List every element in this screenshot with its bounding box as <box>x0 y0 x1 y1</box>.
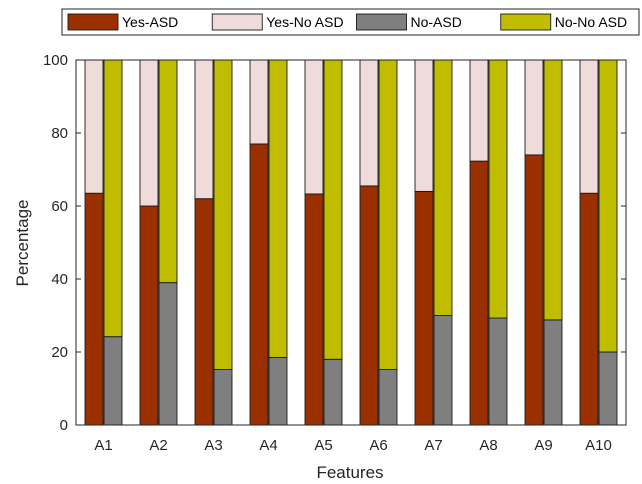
bar-no-asd-a7 <box>433 315 453 426</box>
bar-yes-asd-a9 <box>524 154 544 426</box>
x-tick-label-a6: A6 <box>369 437 387 454</box>
bar-yes-asd-a10 <box>579 192 599 426</box>
bar-yes-no-asd-a6 <box>359 59 379 187</box>
bar-no-asd-a6 <box>378 369 398 426</box>
bar-yes-asd-a4 <box>249 143 269 426</box>
bar-yes-asd-a6 <box>359 185 379 426</box>
y-tick-label: 0 <box>60 417 68 434</box>
bar-no-no-asd-a4 <box>268 59 288 358</box>
bar-no-asd-a9 <box>543 319 563 426</box>
plot-frame <box>75 59 627 426</box>
legend-label-no-asd: No-ASD <box>411 14 462 30</box>
x-tick-label-a2: A2 <box>149 437 167 454</box>
y-tick-label: 80 <box>51 125 68 142</box>
bar-yes-no-asd-a3 <box>194 59 214 200</box>
bar-yes-asd-a2 <box>139 205 159 426</box>
bar-yes-asd-a8 <box>469 160 489 426</box>
bar-no-no-asd-a9 <box>543 59 563 321</box>
bar-no-asd-a3 <box>213 369 233 426</box>
legend: Yes-ASD Yes-No ASD No-ASD No-No ASD <box>61 8 640 36</box>
bar-no-no-asd-a6 <box>378 59 398 370</box>
x-tick-label-a3: A3 <box>204 437 222 454</box>
bars <box>84 59 618 426</box>
bar-yes-no-asd-a4 <box>249 59 269 145</box>
x-tick-label-a1: A1 <box>94 437 112 454</box>
bar-no-no-asd-a3 <box>213 59 233 370</box>
legend-label-no-no-asd: No-No ASD <box>555 14 627 30</box>
y-tick-label: 20 <box>51 344 68 361</box>
bar-yes-no-asd-a9 <box>524 59 544 156</box>
legend-swatch-no-no-asd <box>500 13 552 31</box>
bar-no-asd-a8 <box>488 317 508 426</box>
x-tick-label-a4: A4 <box>259 437 277 454</box>
bar-yes-asd-a7 <box>414 190 434 426</box>
x-tick-label-a9: A9 <box>534 437 552 454</box>
bar-yes-no-asd-a2 <box>139 59 159 207</box>
bar-yes-no-asd-a1 <box>84 59 104 194</box>
bar-no-no-asd-a2 <box>158 59 178 284</box>
x-axis-label: Features <box>316 463 383 482</box>
legend-label-yes-asd: Yes-ASD <box>122 14 178 30</box>
bar-no-no-asd-a10 <box>598 59 618 353</box>
y-tick-label: 40 <box>51 271 68 288</box>
bar-no-asd-a10 <box>598 351 618 426</box>
bar-no-no-asd-a1 <box>103 59 123 338</box>
bar-yes-no-asd-a5 <box>304 59 324 195</box>
bar-yes-asd-a5 <box>304 193 324 426</box>
bar-no-asd-a4 <box>268 357 288 426</box>
y-tick-label: 100 <box>43 52 68 69</box>
axes: 0 20 40 60 80 100 A1 A2 A3 A4 A5 A6 A7 A8 A9 A10 <box>43 52 627 454</box>
bar-yes-asd-a1 <box>84 192 104 426</box>
legend-label-yes-no-asd: Yes-No ASD <box>266 14 343 30</box>
bar-yes-asd-a3 <box>194 198 214 426</box>
bar-yes-no-asd-a7 <box>414 59 434 192</box>
bar-yes-no-asd-a8 <box>469 59 489 162</box>
bar-no-no-asd-a7 <box>433 59 453 316</box>
legend-swatch-no-asd <box>356 13 407 31</box>
legend-swatch-yes-asd <box>67 13 119 31</box>
bar-no-asd-a2 <box>158 282 178 426</box>
bar-no-no-asd-a8 <box>488 59 508 319</box>
x-tick-label-a5: A5 <box>314 437 332 454</box>
x-tick-label-a8: A8 <box>479 437 497 454</box>
y-axis-label: Percentage <box>13 200 32 287</box>
y-tick-label: 60 <box>51 198 68 215</box>
x-tick-label-a10: A10 <box>585 437 612 454</box>
bar-no-asd-a1 <box>103 336 123 426</box>
bar-yes-no-asd-a10 <box>579 59 599 194</box>
bar-no-asd-a5 <box>323 358 343 426</box>
legend-swatch-yes-no-asd <box>211 13 263 31</box>
x-tick-label-a7: A7 <box>424 437 442 454</box>
bar-no-no-asd-a5 <box>323 59 343 360</box>
